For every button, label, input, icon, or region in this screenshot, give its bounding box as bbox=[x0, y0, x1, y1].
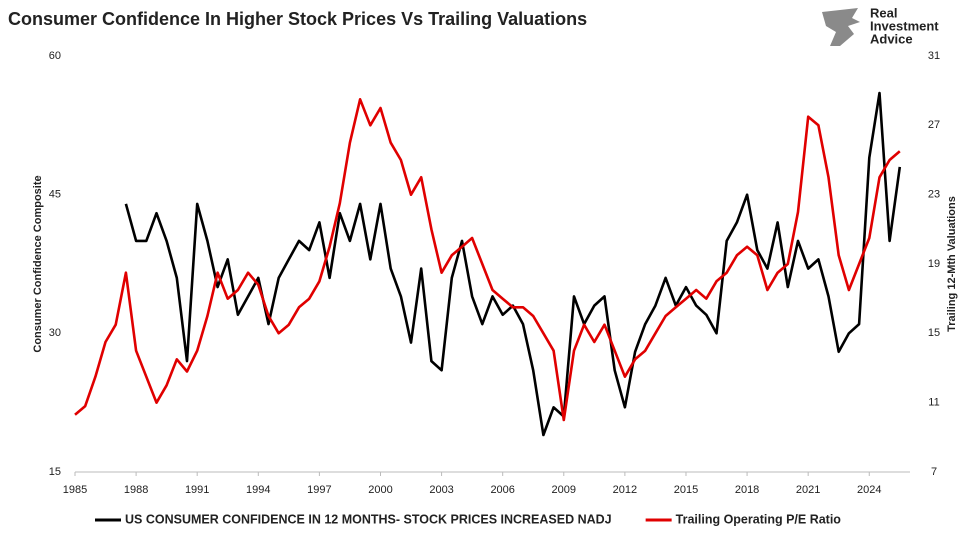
y2-tick-label: 23 bbox=[928, 189, 940, 201]
x-tick-label: 2009 bbox=[552, 484, 576, 496]
x-tick-label: 2024 bbox=[857, 484, 881, 496]
y-tick-label: 60 bbox=[49, 50, 61, 62]
x-tick-label: 1994 bbox=[246, 484, 270, 496]
logo-text: Advice bbox=[870, 31, 913, 46]
logo: Real Investment Advice bbox=[822, 5, 939, 46]
y2-tick-label: 11 bbox=[928, 397, 939, 409]
logo-text: Investment bbox=[870, 18, 939, 33]
x-tick-label: 2003 bbox=[429, 484, 453, 496]
y-axis-label: Consumer Confidence Composite bbox=[32, 175, 44, 352]
x-tick-label: 2018 bbox=[735, 484, 759, 496]
y2-tick-label: 27 bbox=[928, 119, 940, 131]
y-tick-label: 30 bbox=[49, 327, 61, 339]
x-tick-label: 2021 bbox=[796, 484, 820, 496]
series-line bbox=[124, 91, 902, 437]
y2-axis-label: Trailing 12-Mth Valuations bbox=[946, 196, 958, 332]
y2-tick-label: 31 bbox=[928, 50, 940, 62]
x-tick-label: 1997 bbox=[307, 484, 331, 496]
x-tick-label: 2015 bbox=[674, 484, 698, 496]
y2-tick-label: 19 bbox=[928, 258, 940, 270]
y2-tick-label: 7 bbox=[931, 466, 937, 478]
x-tick-label: 2006 bbox=[490, 484, 514, 496]
series-line bbox=[74, 98, 901, 422]
legend-label: US CONSUMER CONFIDENCE IN 12 MONTHS- STO… bbox=[125, 512, 612, 526]
logo-text: Real bbox=[870, 5, 897, 20]
y2-tick-label: 15 bbox=[928, 327, 940, 339]
x-tick-label: 1988 bbox=[124, 484, 148, 496]
legend-label: Trailing Operating P/E Ratio bbox=[676, 512, 842, 526]
logo-icon bbox=[822, 8, 860, 46]
chart-title: Consumer Confidence In Higher Stock Pric… bbox=[8, 9, 587, 29]
x-tick-label: 2012 bbox=[613, 484, 637, 496]
y-tick-label: 15 bbox=[49, 466, 61, 478]
x-tick-label: 1985 bbox=[63, 484, 87, 496]
x-tick-label: 1991 bbox=[185, 484, 209, 496]
y-tick-label: 45 bbox=[49, 189, 61, 201]
x-tick-label: 2000 bbox=[368, 484, 392, 496]
